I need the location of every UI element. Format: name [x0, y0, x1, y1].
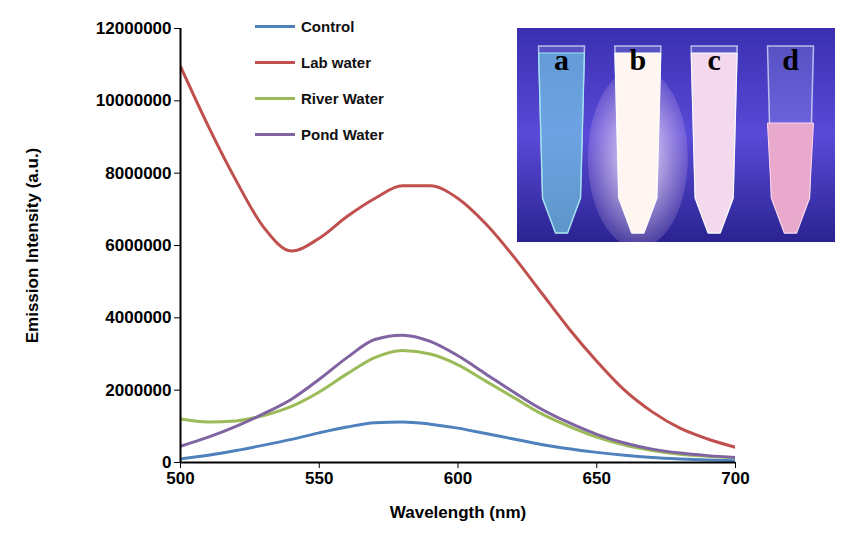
svg-text:a: a [554, 43, 569, 76]
svg-text:550: 550 [305, 469, 333, 488]
svg-text:Wavelength (nm): Wavelength (nm) [390, 503, 526, 522]
html-text:Lab water: Lab water [301, 53, 371, 71]
svg-text:Emission Intensity (a.u.): Emission Intensity (a.u.) [23, 148, 42, 344]
svg-text:6000000: 6000000 [105, 236, 171, 255]
svg-text:d: d [782, 43, 799, 76]
svg-text:10000000: 10000000 [96, 91, 172, 110]
svg-text:0: 0 [162, 452, 172, 472]
svg-text:8000000: 8000000 [105, 164, 171, 183]
svg-text:500: 500 [166, 469, 194, 488]
html-text:River Water: River Water [301, 89, 384, 107]
html-text:Control: Control [301, 17, 355, 35]
svg-text:700: 700 [721, 469, 749, 488]
svg-text:b: b [629, 43, 646, 76]
svg-text:2000000: 2000000 [105, 381, 171, 400]
svg-text:4000000: 4000000 [105, 308, 171, 327]
svg-text:c: c [707, 43, 720, 76]
svg-text:12000000: 12000000 [96, 19, 172, 38]
html-text:Pond Water: Pond Water [301, 125, 384, 143]
svg-text:600: 600 [444, 469, 472, 488]
svg-text:650: 650 [583, 469, 611, 488]
